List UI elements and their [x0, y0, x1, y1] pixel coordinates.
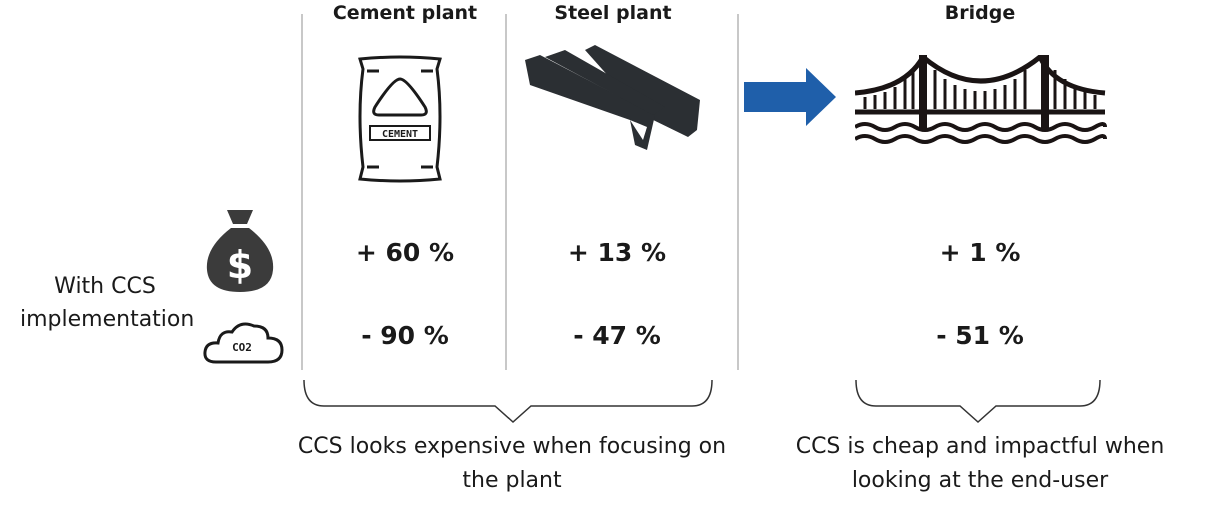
steel-cost-value: + 13 % — [567, 238, 667, 267]
right-brace — [855, 379, 1101, 424]
bridge-cost-value: + 1 % — [939, 238, 1021, 267]
steel-co2-value: - 47 % — [573, 321, 661, 350]
right-footnote: CCS is cheap and impactful when looking … — [795, 434, 1165, 493]
divider — [505, 14, 507, 370]
co2-label: CO2 — [232, 341, 252, 354]
left-footnote: CCS looks expensive when focusing on the… — [297, 434, 727, 493]
divider — [301, 14, 303, 370]
cement-label: CEMENT — [382, 129, 418, 140]
row-label: With CCS implementation — [20, 274, 195, 332]
cement-co2-value: - 90 % — [361, 321, 449, 350]
arrow-shape — [744, 68, 836, 126]
steel-beams-icon — [525, 45, 700, 150]
arrow-icon — [744, 68, 836, 126]
header-bridge: Bridge — [944, 2, 1016, 24]
co2-cloud-icon: CO2 — [203, 322, 284, 364]
bridge-icon — [855, 55, 1107, 144]
left-brace — [303, 379, 713, 424]
divider — [737, 14, 739, 370]
cement-bag-icon: CEMENT — [358, 55, 442, 183]
money-bag-icon: $ — [206, 210, 274, 292]
bridge-co2-value: - 51 % — [936, 321, 1024, 350]
cement-cost-value: + 60 % — [355, 238, 455, 267]
header-cement-plant: Cement plant — [332, 2, 478, 24]
svg-text:$: $ — [227, 243, 253, 287]
header-steel-plant: Steel plant — [554, 2, 672, 24]
